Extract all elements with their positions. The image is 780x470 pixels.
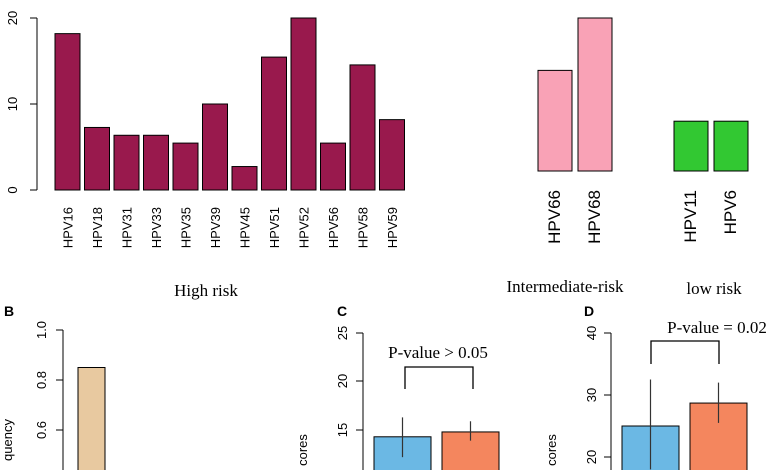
d-ytick-40: 40	[584, 326, 599, 340]
c-ytick-15: 15	[335, 423, 350, 437]
b-ytick-1-0: 1.0	[34, 321, 49, 339]
bar-hpv59	[379, 119, 405, 191]
c-pvalue-annotation: P-value > 0.05	[388, 343, 488, 362]
panel-label-d: D	[584, 303, 594, 319]
b-bar-1	[77, 367, 106, 470]
d-ylabel: cores	[544, 434, 559, 466]
d-bars	[621, 379, 748, 470]
d-ytick-30: 30	[584, 388, 599, 402]
xlabel-hpv18: HPV18	[90, 207, 105, 248]
panel-label-b: B	[4, 303, 14, 319]
panel-label-c: C	[337, 303, 347, 319]
b-y-axis: 1.0 0.8 0.6	[34, 321, 64, 470]
top-ytick-10: 10	[5, 97, 20, 111]
bar-hpv39	[202, 103, 228, 191]
bar-hpv66	[537, 69, 573, 172]
xlabel-hpv68: HPV68	[585, 190, 604, 244]
c-ytick-20: 20	[335, 374, 350, 388]
c-ytick-25: 25	[335, 326, 350, 340]
xlabel-hpv31: HPV31	[120, 207, 135, 248]
bar-hpv52	[290, 17, 317, 191]
top-x-labels: HPV16 HPV18 HPV31 HPV33 HPV35 HPV39 HPV45 HPV51…	[61, 190, 741, 248]
bar-hpv35	[172, 142, 199, 191]
xlabel-hpv66: HPV66	[545, 190, 564, 244]
xlabel-hpv59: HPV59	[385, 207, 400, 248]
bar-hpv45	[231, 166, 258, 191]
bar-hpv6	[713, 120, 749, 172]
bar-hpv51	[261, 56, 287, 191]
group-label-low-risk: low risk	[686, 279, 742, 298]
b-ytick-0-8: 0.8	[34, 371, 49, 389]
xlabel-hpv11: HPV11	[681, 190, 700, 243]
xlabel-hpv58: HPV58	[356, 207, 371, 248]
top-bars	[54, 17, 749, 191]
top-ytick-0: 0	[5, 186, 20, 193]
d-significance-bracket	[650, 340, 720, 364]
xlabel-hpv45: HPV45	[238, 207, 253, 248]
bar-hpv56	[320, 142, 346, 191]
c-significance-bracket	[404, 366, 474, 389]
b-bars	[77, 367, 106, 470]
top-y-axis: 20 10 0	[5, 11, 38, 194]
xlabel-hpv6: HPV6	[721, 190, 740, 234]
d-y-axis: 40 30 20	[584, 326, 612, 470]
group-label-high-risk: High risk	[174, 281, 238, 300]
b-ytick-0-6: 0.6	[34, 421, 49, 439]
bar-hpv11	[673, 120, 709, 172]
xlabel-hpv51: HPV51	[267, 207, 282, 248]
b-ylabel: quency	[0, 419, 15, 461]
xlabel-hpv56: HPV56	[326, 207, 341, 248]
xlabel-hpv33: HPV33	[149, 207, 164, 248]
top-ytick-20: 20	[5, 11, 20, 25]
group-label-intermediate: Intermediate-risk	[506, 277, 624, 296]
c-bars	[373, 417, 500, 470]
xlabel-hpv16: HPV16	[61, 207, 76, 248]
bar-hpv68	[577, 17, 613, 172]
bar-hpv18	[84, 126, 110, 191]
c-y-axis: 25 20 15	[335, 326, 364, 470]
bar-hpv58	[349, 64, 376, 191]
bar-hpv33	[143, 134, 169, 191]
bar-hpv31	[113, 134, 140, 191]
d-pvalue-annotation: P-value = 0.02	[667, 318, 767, 337]
xlabel-hpv52: HPV52	[297, 207, 312, 248]
c-ylabel: cores	[295, 434, 310, 466]
bar-hpv16	[54, 33, 81, 191]
d-ytick-20: 20	[584, 450, 599, 464]
xlabel-hpv35: HPV35	[179, 207, 194, 248]
xlabel-hpv39: HPV39	[208, 207, 223, 248]
